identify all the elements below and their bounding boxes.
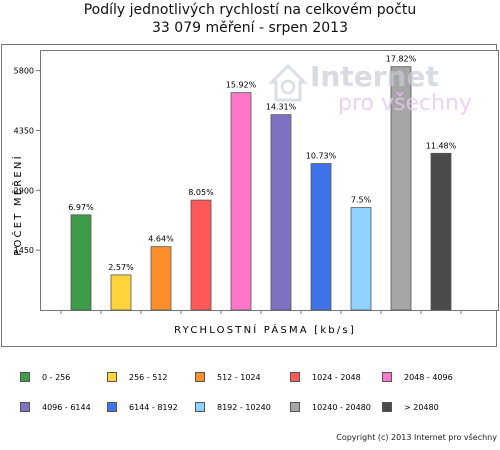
bar-1 [110, 274, 132, 311]
data-label-0: 6.97% [68, 203, 94, 212]
bar-4 [230, 92, 252, 311]
y-tick-label: 4350 [14, 126, 34, 135]
internet-pro-vsechny-logo: Internet pro všechny [268, 60, 472, 116]
data-label-8: 17.82% [386, 55, 417, 64]
y-tick-label: 1450 [14, 246, 34, 255]
chart-title: Podíly jednotlivých rychlostí na celkové… [0, 1, 500, 37]
y-axis-title: POČET MĚŘENÍ [11, 154, 24, 256]
bar-3 [190, 199, 212, 311]
data-labels-group: 6.97% 2.57% 4.64% 8.05% 15.92% 14.31% 10.73% 7.… [68, 55, 456, 272]
data-label-9: 11.48% [426, 141, 457, 150]
bar-7 [350, 207, 372, 311]
data-label-7: 7.5% [351, 196, 372, 205]
y-ticks-group: 1450 2900 4350 5800 [14, 67, 40, 255]
bar-0 [70, 214, 92, 311]
x-axis-title: RYCHLOSTNÍ PÁSMA [kb/s] [174, 323, 356, 336]
chart-title-line2: 33 079 měření - srpen 2013 [152, 20, 348, 36]
plot-area [40, 50, 499, 311]
logo-word-internet: Internet [310, 60, 439, 93]
x-ticks-group [60, 310, 462, 314]
bars-group [70, 66, 452, 311]
y-tick-label: 2900 [14, 186, 34, 195]
chart-title-line1: Podíly jednotlivých rychlostí na celkové… [83, 2, 417, 18]
data-label-5: 14.31% [266, 103, 297, 112]
house-icon [268, 63, 308, 102]
bar-9 [430, 152, 452, 311]
bar-8 [390, 66, 412, 311]
data-label-1: 2.57% [108, 263, 134, 272]
logo-word-pro-vsechny: pro všechny [338, 91, 472, 116]
data-label-4: 15.92% [226, 81, 257, 90]
data-label-6: 10.73% [306, 152, 337, 161]
data-label-2: 4.64% [148, 235, 174, 244]
bar-6 [310, 163, 332, 311]
bar-2 [150, 246, 172, 311]
copyright-text: Copyright (c) 2013 Internet pro všechny [336, 433, 497, 442]
bar-5 [270, 114, 292, 311]
data-label-3: 8.05% [188, 188, 214, 197]
y-tick-label: 5800 [14, 67, 34, 76]
